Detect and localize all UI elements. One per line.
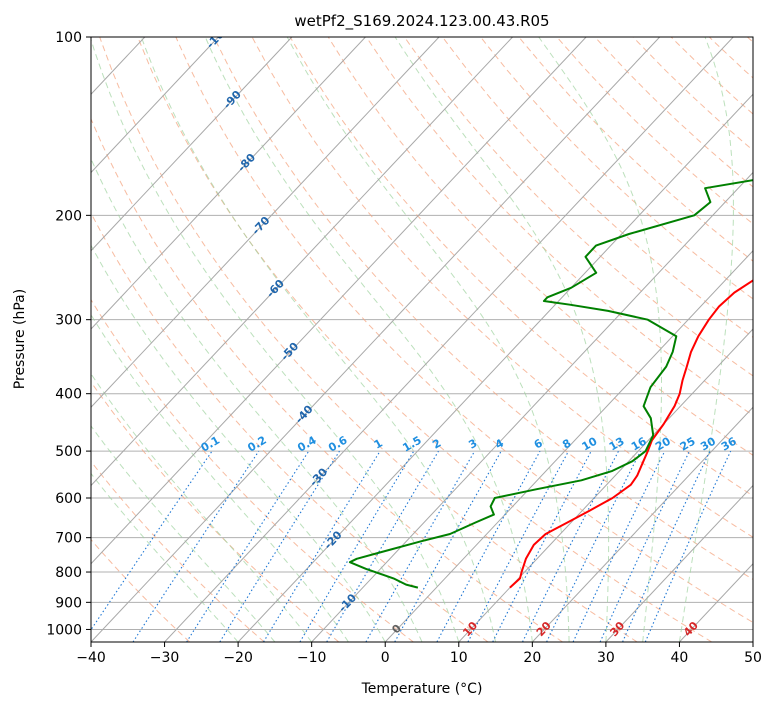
mixing-ratio-line — [622, 450, 711, 642]
moist-adiabat — [204, 37, 533, 642]
isotherm-line — [91, 37, 661, 642]
plot-area: 0.1 0.2 0.4 0.6 1 1.5 2 3 4 6 8 10 13 16 20 25 30 36 -100… — [0, 37, 753, 642]
dry-adiabat — [99, 37, 638, 642]
x-tick-label: 50 — [744, 650, 762, 666]
moist-adiabat — [91, 157, 423, 642]
dry-adiabat — [518, 37, 753, 262]
isotherm-lines — [0, 37, 753, 642]
dry-adiabat — [91, 117, 563, 642]
y-tick-label: 900 — [55, 595, 82, 611]
mixing-ratio-line — [467, 450, 569, 642]
x-tick-label: 30 — [597, 650, 615, 666]
x-tick-label: 10 — [450, 650, 468, 666]
x-tick-label: −40 — [76, 650, 106, 666]
mixing-ratio-line — [91, 450, 213, 631]
isotherm-line — [91, 37, 366, 330]
x-tick-label: 0 — [381, 650, 390, 666]
isotherm-line — [91, 37, 440, 408]
dry-adiabat — [632, 37, 753, 151]
dry-adiabat — [91, 212, 489, 642]
isotherm-line — [384, 250, 753, 642]
x-tick-label: 40 — [671, 650, 689, 666]
mixing-ratio-lines — [91, 450, 732, 642]
isotherm-line — [311, 171, 753, 642]
mixing-ratio-line — [436, 450, 541, 642]
moist-adiabat — [394, 37, 610, 642]
dry-adiabat — [404, 37, 753, 377]
y-tick-label: 700 — [55, 531, 82, 547]
isotherm-line — [237, 93, 753, 642]
dry-adiabat — [137, 37, 713, 642]
dry-adiabat — [708, 37, 753, 79]
mixing-ratio-line — [394, 450, 502, 642]
x-tick-label: −10 — [297, 650, 327, 666]
y-tick-label: 600 — [55, 491, 82, 507]
mixing-ratio-label: 2 — [430, 437, 443, 452]
mixing-ratio-label: 3 — [466, 437, 479, 452]
y-tick-label: 100 — [55, 30, 82, 46]
sounding-series — [348, 179, 753, 589]
dry-adiabat — [91, 460, 265, 642]
mixing-ratio-line — [572, 450, 666, 642]
mixing-ratio-line — [644, 450, 732, 642]
dry-adiabat — [480, 37, 753, 300]
y-tick-label: 1000 — [46, 622, 82, 638]
isotherm-line — [91, 37, 219, 174]
x-axis-ticks: −40 −30 −20 −10 0 10 20 30 40 50 — [76, 642, 762, 666]
moist-adiabat — [91, 472, 239, 642]
isotherm-line — [531, 406, 753, 642]
mixing-ratio-label: 4 — [493, 436, 506, 451]
moist-adiabat — [91, 244, 386, 642]
mixing-ratio-line — [599, 450, 690, 642]
y-tick-label: 800 — [55, 565, 82, 581]
isotherm-line — [164, 37, 734, 642]
y-tick-label: 400 — [55, 387, 82, 403]
mixing-ratio-line — [263, 450, 381, 642]
dry-adiabat — [175, 37, 753, 624]
y-axis-label: Pressure (hPa) — [12, 289, 28, 389]
dry-adiabat — [670, 37, 753, 115]
y-axis-ticks: 100 200 300 400 500 600 700 800 900 1000 — [46, 30, 91, 638]
moist-adiabat — [140, 37, 497, 642]
isotherm-line — [91, 37, 587, 565]
y-tick-label: 200 — [55, 208, 82, 224]
moist-adiabat — [678, 37, 734, 642]
dry-adiabat — [327, 37, 753, 456]
x-tick-label: −30 — [150, 650, 180, 666]
mixing-ratio-line — [365, 450, 476, 642]
moist-adiabat — [91, 425, 276, 642]
dry-adiabat — [747, 37, 753, 43]
mixing-ratio-line — [186, 450, 310, 642]
isotherm-line — [91, 37, 293, 252]
plot-frame — [90, 36, 754, 643]
mixing-ratio-line — [132, 450, 260, 642]
moist-adiabat — [286, 37, 570, 642]
isotherm-line — [605, 484, 753, 642]
moist-adiabat — [91, 37, 460, 642]
moist-adiabat — [91, 313, 349, 642]
isotherm-line — [0, 37, 71, 642]
mixing-ratio-label: 1 — [372, 437, 385, 452]
x-tick-label: 20 — [523, 650, 541, 666]
x-tick-label: −20 — [223, 650, 253, 666]
moist-adiabat — [538, 37, 662, 642]
moist-adiabat-lines — [91, 37, 734, 642]
dry-adiabat — [213, 37, 753, 581]
x-axis-label: Temperature (°C) — [361, 681, 483, 697]
y-tick-label: 500 — [55, 444, 82, 460]
dry-adiabat — [91, 538, 191, 642]
dewpoint-line — [348, 179, 753, 589]
mixing-ratio-line — [522, 450, 619, 642]
isotherm-line — [752, 641, 753, 642]
temperature-line — [509, 279, 753, 589]
chart-title: wetPf2_S169.2024.123.00.43.R05 — [294, 12, 549, 31]
y-tick-label: 300 — [55, 313, 82, 329]
dry-adiabat — [442, 37, 753, 338]
dry-adiabat — [556, 37, 753, 225]
isotherm-line — [91, 37, 513, 487]
dry-adiabat — [594, 37, 753, 188]
isotherm-line — [458, 328, 753, 642]
